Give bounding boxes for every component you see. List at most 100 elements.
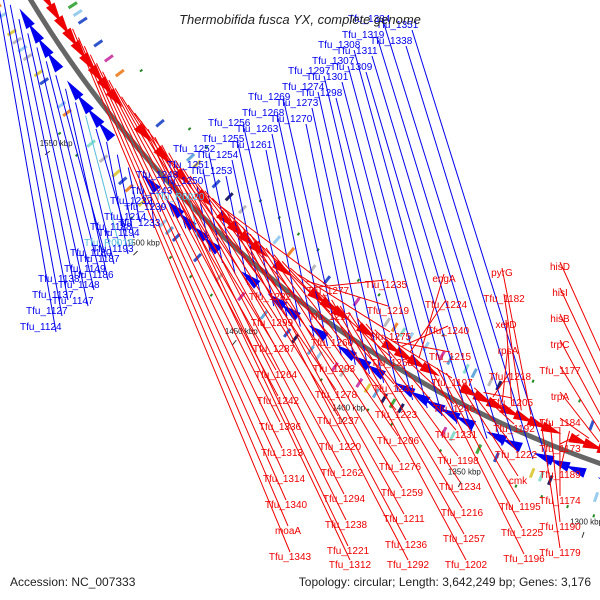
forward-gene-label: Tfu_1268 <box>242 108 285 119</box>
reverse-gene-arrow <box>499 403 521 417</box>
forward-leader-line <box>45 61 101 275</box>
forward-gene-arrow <box>166 199 185 219</box>
reverse-leader-line <box>102 71 281 423</box>
reverse-gene-label: hisD <box>550 262 570 273</box>
function-block <box>67 1 78 10</box>
function-block <box>33 69 44 78</box>
reverse-gene-label: Tfu_1182 <box>483 294 525 305</box>
gc-mark <box>531 379 535 383</box>
reverse-leader-line <box>492 371 511 398</box>
reverse-gene-arrow <box>406 354 427 369</box>
function-block <box>86 139 96 148</box>
reverse-leader-line <box>400 325 449 348</box>
reverse-gene-label: Tfu_1313 <box>261 448 304 459</box>
forward-leader-line <box>127 167 141 223</box>
reverse-gene-label: Tfu_1276 <box>379 462 422 473</box>
reverse-gene-label: Tfu_1235 <box>365 280 408 291</box>
function-block <box>114 68 125 78</box>
function-block <box>93 39 104 48</box>
reverse-leader-line <box>464 382 517 451</box>
forward-gene-label: Tfu_1269 <box>248 92 291 103</box>
tick-mark <box>340 417 345 423</box>
forward-leader-line <box>353 49 458 424</box>
forward-leader-line <box>405 45 534 460</box>
function-block <box>588 420 595 431</box>
reverse-gene-label: Tfu_1299 <box>251 318 294 329</box>
forward-gene-label: Tfu_1248 <box>136 170 179 181</box>
reverse-leader-line <box>234 219 407 541</box>
forward-gene-label: Tfu_R0020 <box>155 192 205 203</box>
reverse-gene-label: Tfu_1190 <box>539 522 581 533</box>
forward-gene-label: Tfu_1301 <box>306 72 349 83</box>
forward-gene-label: Tfu_1308 <box>318 40 361 51</box>
reverse-leader-line <box>72 28 291 553</box>
reverse-leader-line <box>168 152 343 469</box>
reverse-gene-label: xerD <box>495 320 516 331</box>
forward-gene-label: Tfu_1297 <box>288 66 331 77</box>
function-block <box>388 398 397 409</box>
reverse-gene-label: Tfu_1218 <box>489 372 532 383</box>
forward-leader-line <box>3 0 63 317</box>
forward-leader-line <box>243 127 288 317</box>
reverse-gene-label: Tfu_1314 <box>263 474 306 485</box>
reverse-leader-line <box>501 267 532 415</box>
forward-gene-label: Tfu_1351 <box>376 20 419 31</box>
forward-gene-label: Tfu_1214 <box>104 212 147 223</box>
reverse-leader-line <box>306 280 389 307</box>
forward-leader-line <box>106 141 129 255</box>
reverse-leader-line <box>211 197 331 313</box>
forward-gene-label: Tfu_R0019 <box>84 238 134 249</box>
reverse-leader-line <box>127 104 273 319</box>
gc-mark <box>139 68 143 73</box>
function-block <box>492 452 500 463</box>
reverse-leader-line <box>196 183 335 365</box>
reverse-leader-line <box>383 335 453 379</box>
gc-mark <box>540 494 544 499</box>
forward-gene-label: Tfu_1261 <box>230 140 273 151</box>
forward-gene-arrow <box>47 52 64 73</box>
reverse-leader-line <box>339 305 463 509</box>
forward-leader-line <box>27 33 89 307</box>
forward-gene-label: Tfu_1334 <box>348 14 391 25</box>
reverse-leader-line <box>331 299 465 535</box>
tick-label: 1300 kbp <box>570 518 600 527</box>
reverse-gene-label: Tfu_1237 <box>317 416 360 427</box>
function-block <box>62 108 73 118</box>
forward-gene-label: Tfu_1243 <box>130 186 173 197</box>
function-block <box>77 16 88 25</box>
forward-leader-line <box>317 91 385 383</box>
forward-gene-label: Tfu_1180 <box>70 248 112 259</box>
forward-gene-label: Tfu_1311 <box>336 46 378 57</box>
reverse-leader-line <box>281 261 395 385</box>
gc-mark <box>578 399 582 403</box>
function-block <box>193 252 203 263</box>
gc-mark <box>514 484 518 488</box>
reverse-leader-line <box>473 387 515 425</box>
reverse-leader-line <box>175 160 341 443</box>
tick-mark <box>457 481 462 488</box>
function-block <box>211 179 221 189</box>
reverse-leader-line <box>540 418 561 549</box>
function-block <box>537 471 545 482</box>
forward-leader-line <box>271 133 315 337</box>
forward-leader-line <box>0 9 57 333</box>
forward-leader-line <box>383 23 518 453</box>
forward-leader-line <box>237 143 275 307</box>
forward-gene-label: Tfu_1251 <box>167 160 210 171</box>
forward-leader-line <box>55 75 107 259</box>
reverse-gene-label: Tfu_1189 <box>539 470 581 481</box>
reverse-gene-label: Tfu_1222 <box>495 450 538 461</box>
gc-mark <box>566 504 570 509</box>
reverse-leader-line <box>114 88 277 371</box>
reverse-gene-label: Tfu_1217 <box>309 312 352 323</box>
function-block <box>371 388 380 399</box>
forward-leader-line <box>365 71 473 432</box>
forward-gene-label: Tfu_1186 <box>72 270 114 281</box>
forward-gene-label: Tfu_1239 <box>124 202 167 213</box>
reverse-leader-line <box>182 167 339 417</box>
reverse-leader-line <box>348 311 461 483</box>
function-block <box>448 431 457 442</box>
forward-leader-line <box>18 19 75 285</box>
reverse-gene-label: Tfu_1260 <box>311 338 354 349</box>
